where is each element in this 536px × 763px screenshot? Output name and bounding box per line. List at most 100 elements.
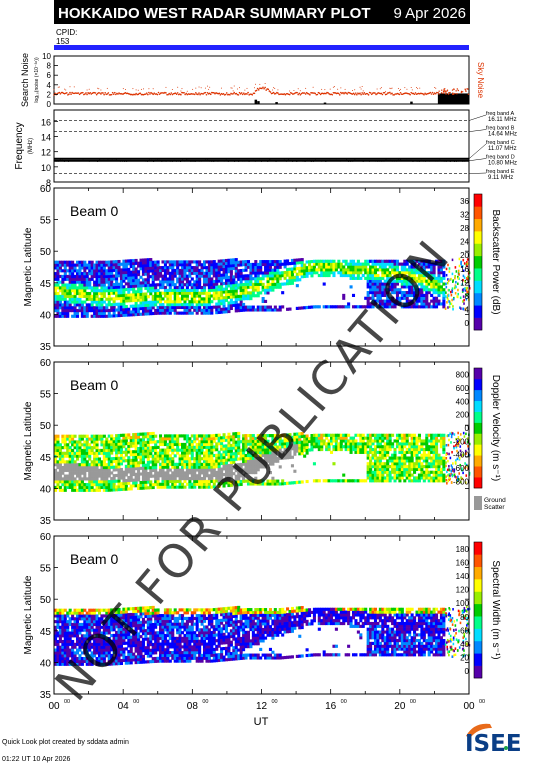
scatter-cell [85, 434, 89, 438]
scatter-cell [73, 468, 77, 472]
scatter-cell [454, 276, 456, 280]
sky-noise-point [261, 87, 263, 90]
scatter-cell [171, 448, 175, 452]
scatter-cell [146, 477, 150, 481]
scatter-cell [124, 484, 128, 488]
scatter-cell [376, 291, 380, 295]
scatter-cell [242, 297, 246, 301]
scatter-cell [151, 277, 155, 281]
scatter-cell [66, 260, 70, 264]
scatter-cell [173, 274, 177, 278]
scatter-cell [378, 442, 382, 446]
freq-data-point [138, 160, 140, 162]
scatter-cell [66, 477, 70, 481]
scatter-cell [100, 311, 104, 316]
scatter-cell [244, 279, 248, 284]
scatter-cell [146, 449, 150, 453]
scatter-cell [188, 303, 192, 307]
scatter-cell [95, 277, 99, 281]
scatter-cell [227, 301, 231, 305]
scatter-cell [63, 266, 67, 270]
scatter-cell [156, 294, 160, 298]
scatter-cell [78, 446, 82, 450]
scatter-cell [198, 440, 202, 444]
scatter-cell [266, 262, 270, 267]
scatter-cell [71, 468, 75, 472]
scatter-cell [432, 279, 436, 283]
scatter-cell [217, 479, 221, 483]
scatter-cell [119, 476, 124, 480]
scatter-cell [212, 459, 216, 463]
scatter-cell [242, 454, 246, 458]
sky-noise-point [233, 91, 236, 94]
scatter-cell [156, 479, 160, 484]
scatter-cell [278, 448, 282, 452]
scatter-cell [105, 448, 109, 453]
scatter-cell [73, 289, 77, 293]
scatter-cell [246, 297, 251, 301]
freq-data-point [244, 160, 246, 162]
scatter-cell [210, 465, 214, 469]
scatter-cell [405, 299, 409, 303]
search-noise-bar [323, 102, 327, 104]
scatter-cell [342, 445, 346, 449]
scatter-cell [259, 482, 263, 486]
scatter-cell [139, 458, 143, 462]
freq-data-point [304, 160, 306, 162]
scatter-cell [371, 476, 375, 480]
scatter-cell [176, 291, 180, 295]
scatter-cell [373, 453, 378, 457]
scatter-cell [224, 273, 229, 277]
scatter-cell [222, 467, 226, 471]
scatter-cell [97, 483, 102, 487]
freq-data-point [360, 160, 362, 162]
scatter-cell [107, 463, 111, 467]
scatter-cell [198, 300, 202, 304]
scatter-cell [432, 299, 436, 303]
plot-title: HOKKAIDO WEST RADAR SUMMARY PLOT [58, 5, 371, 22]
scatter-cell [371, 450, 375, 454]
scatter-cell [83, 451, 87, 455]
scatter-cell [97, 309, 102, 313]
scatter-cell [435, 285, 439, 289]
scatter-cell [246, 434, 251, 438]
scatter-cell [183, 305, 187, 310]
scatter-cell [190, 305, 194, 310]
scatter-cell [210, 288, 214, 292]
scatter-cell [202, 442, 207, 447]
sky-noise-point [305, 87, 307, 89]
scatter-cell [102, 283, 106, 287]
scatter-cell [450, 302, 453, 306]
scatter-cell [112, 302, 116, 307]
colorbar-segment [474, 218, 482, 232]
scatter-cell [144, 300, 148, 305]
scatter-cell [249, 442, 253, 446]
scatter-cell [198, 271, 202, 275]
scatter-cell [386, 470, 390, 474]
sky-noise-point [255, 89, 258, 92]
scatter-cell [373, 299, 378, 303]
scatter-cell [161, 468, 165, 472]
scatter-cell [107, 434, 111, 438]
scatter-cell [97, 314, 102, 318]
sky-noise-point [95, 93, 98, 96]
scatter-cell [288, 279, 292, 283]
scatter-cell [117, 470, 121, 475]
scatter-cell [80, 291, 84, 296]
scatter-cell [102, 269, 106, 273]
scatter-cell [134, 435, 138, 439]
scatter-cell [320, 433, 324, 437]
scatter-cell [90, 277, 94, 281]
scatter-cell [435, 282, 439, 286]
scatter-cell [144, 295, 148, 299]
scatter-cell [246, 260, 251, 264]
scatter-cell [132, 259, 136, 263]
scatter-cell [273, 271, 277, 275]
scatter-cell [66, 269, 70, 273]
scatter-cell [56, 471, 60, 475]
scatter-cell [229, 258, 233, 262]
scatter-cell [215, 296, 219, 300]
scatter-cell [95, 485, 99, 490]
scatter-cell [75, 454, 80, 458]
scatter-cell [134, 481, 138, 485]
